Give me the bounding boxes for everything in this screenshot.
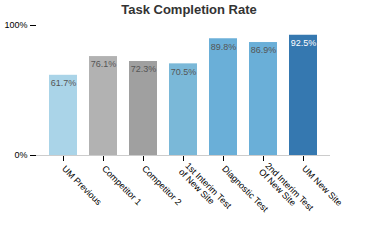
svg-text:70.5%: 70.5% [171,67,197,77]
svg-text:92.5%: 92.5% [291,38,317,48]
svg-text:0%: 0% [14,150,27,160]
svg-text:Competitor 2: Competitor 2 [140,164,184,208]
svg-text:Competitor 1: Competitor 1 [100,164,144,208]
svg-text:61.7%: 61.7% [51,78,77,88]
svg-text:86.9%: 86.9% [251,45,277,55]
svg-text:UM Previous: UM Previous [60,164,104,208]
svg-text:89.8%: 89.8% [211,42,237,52]
svg-text:UM New Site: UM New Site [300,164,344,208]
svg-text:72.3%: 72.3% [131,64,157,74]
svg-text:100%: 100% [4,20,27,30]
svg-text:76.1%: 76.1% [91,59,117,69]
